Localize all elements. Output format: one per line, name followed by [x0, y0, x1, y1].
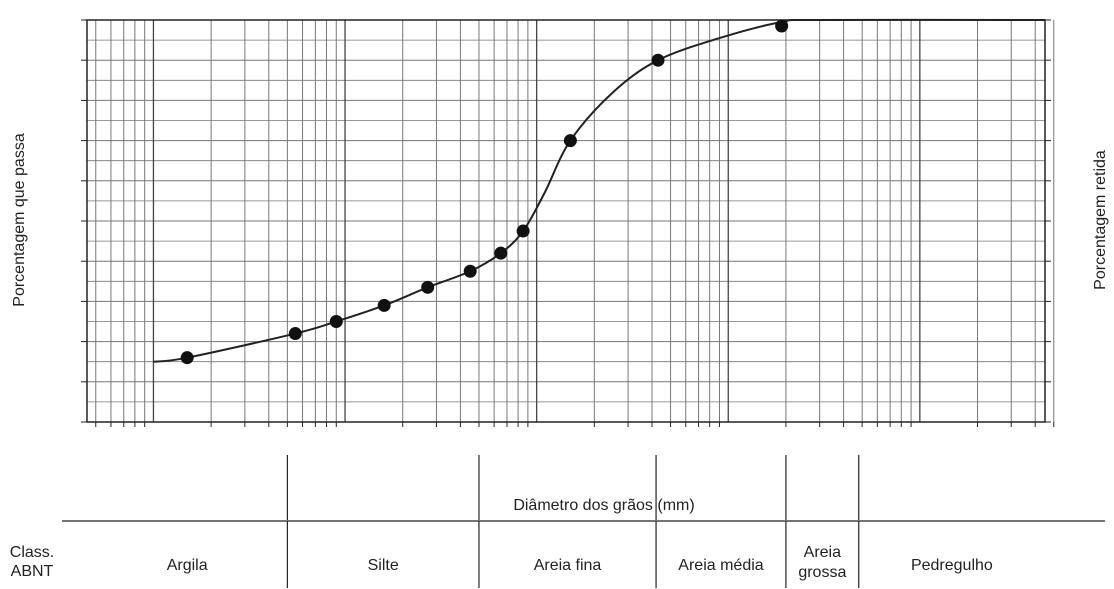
class-band-label-line: Pedregulho: [911, 557, 993, 574]
class-band-label: Argila: [167, 557, 208, 574]
class-header-line: ABNT: [11, 563, 54, 580]
y-axis-label-right: Porcentagem retida: [1092, 150, 1109, 290]
data-point: [494, 246, 508, 260]
class-band-label-line: grossa: [798, 564, 846, 581]
class-band-label-line: Silte: [368, 557, 399, 574]
class-header: Class. ABNT: [10, 544, 54, 580]
data-point: [421, 280, 435, 294]
y-axis-left: [81, 19, 87, 423]
data-point: [516, 224, 530, 238]
class-band-label-line: Areia: [804, 544, 841, 561]
x-axis-label: Diâmetro dos grãos (mm): [513, 497, 694, 514]
data-point: [329, 315, 343, 328]
data-point: [651, 53, 665, 67]
plot-grid: [87, 19, 1055, 423]
class-band-label: Areia grossa: [798, 544, 846, 581]
class-band-label: Areia média: [678, 557, 763, 574]
data-point: [463, 264, 477, 278]
y-axis-label-left: Porcentagem que passa: [11, 133, 28, 307]
class-band-label-line: Argila: [167, 557, 208, 574]
data-point: [288, 327, 302, 341]
data-point: [180, 351, 194, 365]
data-point: [775, 19, 789, 33]
data-points: [180, 19, 789, 365]
class-header-line: Class.: [10, 544, 54, 561]
class-band-label-line: Areia média: [678, 557, 763, 574]
class-band-label: Areia fina: [534, 557, 602, 574]
data-point: [377, 298, 391, 312]
class-band-label: Silte: [368, 557, 399, 574]
x-axis-ticks: [95, 422, 1055, 427]
class-band-label-line: Areia fina: [534, 557, 602, 574]
data-point: [563, 134, 577, 148]
y-axis-right: [1045, 19, 1051, 423]
class-band-label: Pedregulho: [911, 557, 993, 574]
scale-table: Class. ABNT Argila Silte Areia fina Areia méd…: [10, 455, 1105, 588]
